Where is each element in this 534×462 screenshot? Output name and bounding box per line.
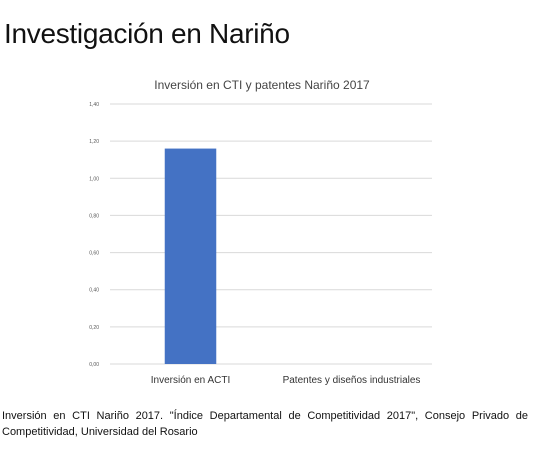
y-tick-label: 0,00 <box>89 362 99 368</box>
x-category-label: Patentes y diseños industriales <box>283 375 421 386</box>
source-caption: Inversión en CTI Nariño 2017. "Índice De… <box>2 410 528 438</box>
y-tick-label: 0,80 <box>89 213 99 219</box>
x-category-label: Inversión en ACTI <box>151 375 230 386</box>
bar-chart: Inversión en CTI y patentes Nariño 2017 … <box>89 78 432 386</box>
x-axis-category-labels: Inversión en ACTI Patentes y diseños indu… <box>151 375 421 386</box>
bar <box>164 148 217 364</box>
y-tick-label: 0,60 <box>89 251 99 257</box>
y-tick-label: 1,20 <box>89 139 99 145</box>
y-tick-label: 0,40 <box>89 288 99 294</box>
y-axis-tick-labels: 0,00 0,20 0,40 0,60 0,80 1,00 1,20 1,40 <box>89 102 99 368</box>
slide-title: Investigación en Nariño <box>4 18 290 49</box>
y-tick-label: 1,00 <box>89 176 99 182</box>
y-tick-label: 0,20 <box>89 325 99 331</box>
gridlines <box>110 103 432 365</box>
bars <box>164 148 217 364</box>
chart-title: Inversión en CTI y patentes Nariño 2017 <box>154 78 370 92</box>
y-tick-label: 1,40 <box>89 102 99 108</box>
chart-container: Inversión en CTI y patentes Nariño 2017 … <box>89 78 432 386</box>
